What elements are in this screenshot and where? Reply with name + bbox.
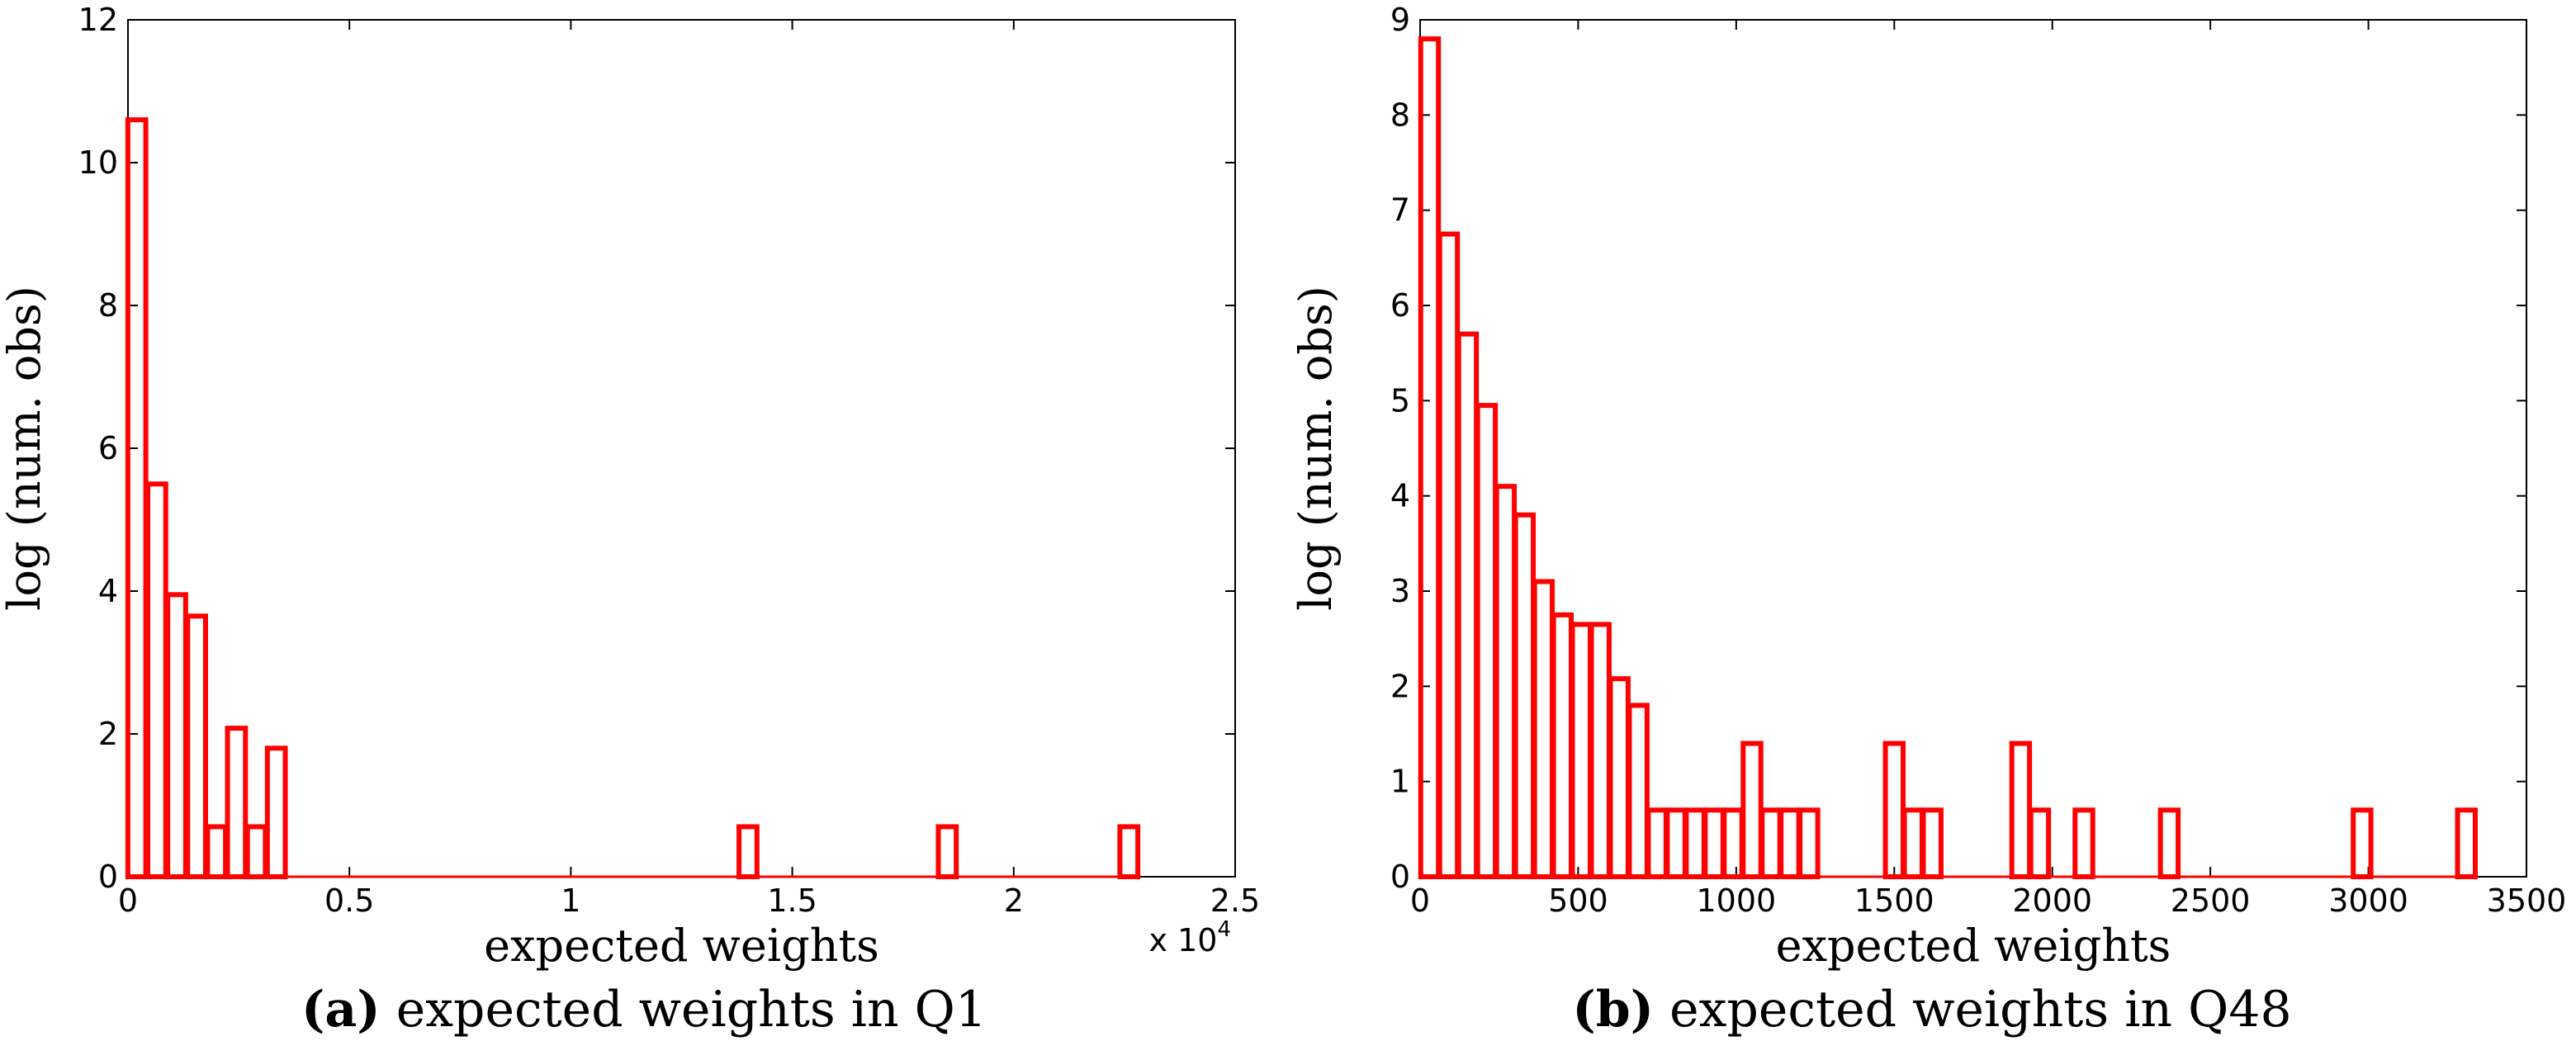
- histogram-bar: [205, 824, 229, 880]
- x-tick-label: 2500: [2171, 883, 2251, 919]
- x-tick-label: 1.5: [767, 883, 817, 919]
- caption-a-label: (a): [301, 981, 381, 1039]
- x-tick-label: 3500: [2487, 883, 2567, 919]
- x-tick-label: 1500: [1854, 883, 1934, 919]
- histogram-bar: [2157, 807, 2181, 879]
- y-tick-label: 0: [1390, 859, 1410, 895]
- x-tick-label: 2: [1004, 883, 1024, 919]
- y-tick-label: 2: [1390, 668, 1410, 704]
- caption-b: (b) expected weights in Q48: [1288, 981, 2576, 1039]
- histogram-bar: [1920, 807, 1944, 879]
- histogram-bar: [1797, 807, 1821, 879]
- histogram-bar: [225, 726, 249, 880]
- histogram-bar: [244, 824, 268, 880]
- y-tick-label: 1: [1390, 764, 1410, 800]
- plot-frame: [1419, 19, 2527, 878]
- y-tick-label: 12: [78, 2, 118, 38]
- y-tick-label: 5: [1390, 382, 1410, 419]
- x-axis-label: expected weights: [1776, 920, 2171, 972]
- histogram-bar: [2072, 807, 2095, 879]
- histogram-bar: [185, 613, 209, 880]
- histogram-bar: [736, 824, 760, 880]
- histogram-bar: [1437, 231, 1461, 879]
- x-tick-label: 2.5: [1210, 883, 1260, 919]
- histogram-bar: [1117, 824, 1141, 880]
- y-tick-label: 7: [1390, 192, 1410, 229]
- y-tick-label: 6: [98, 430, 118, 466]
- histogram-bar: [1494, 484, 1518, 880]
- histogram-bar: [1664, 807, 1688, 879]
- histogram-bar: [1646, 807, 1669, 879]
- histogram-bar: [2028, 807, 2052, 879]
- histogram-bar: [1683, 807, 1707, 879]
- histogram-bar: [1513, 512, 1537, 879]
- x-tick-label: 1000: [1696, 883, 1776, 919]
- histogram-bar: [145, 481, 168, 879]
- histogram-bar: [1882, 741, 1906, 879]
- panel-b: 0 500 1000 1500 2000 2500 3000 3500 0 1 2 3 4 5 6 7 8 9 ex…: [1288, 0, 2576, 1060]
- histogram-bar: [1721, 807, 1745, 879]
- histogram-bar: [1551, 612, 1574, 879]
- x-tick-label: 0: [1410, 883, 1430, 919]
- x-exponent-label: x 104: [1149, 917, 1231, 958]
- x-tick-label: 1: [561, 883, 580, 919]
- histogram-bar: [1608, 676, 1631, 880]
- histogram-bar: [1589, 622, 1612, 879]
- x-exponent-power: 4: [1217, 917, 1231, 942]
- y-tick-label: 8: [98, 287, 118, 324]
- y-tick-label: 6: [1390, 287, 1410, 324]
- histogram-bar: [1740, 741, 1764, 879]
- histogram-bar: [2351, 807, 2374, 879]
- histogram-bar: [1627, 703, 1650, 880]
- histogram-bar: [1702, 807, 1726, 879]
- x-tick-label: 500: [1548, 883, 1608, 919]
- histogram-bar: [165, 592, 188, 879]
- y-tick-label: 9: [1390, 2, 1410, 38]
- histogram-bar: [935, 824, 959, 880]
- y-tick-label: 4: [1390, 478, 1410, 514]
- histogram-bar: [2009, 741, 2033, 879]
- histogram-bar: [2455, 807, 2478, 879]
- y-tick-label: 0: [98, 859, 118, 895]
- caption-b-label: (b): [1572, 981, 1655, 1039]
- caption-b-text: expected weights in Q48: [1669, 981, 2292, 1039]
- caption-a-text: expected weights in Q1: [395, 981, 987, 1039]
- panel-a: 0 0.5 1 1.5 2 2.5 0 2 4 6 8 10 12 expected weights log…: [0, 2, 1288, 1039]
- histogram-bar: [1475, 403, 1499, 880]
- histogram-bar: [125, 117, 149, 880]
- histogram-q48: 0 500 1000 1500 2000 2500 3000 3500 0 1 2 3 4 5 6 7 8 9 ex…: [1290, 2, 2567, 972]
- y-tick-label: 10: [78, 144, 118, 181]
- histogram-bar: [264, 745, 288, 879]
- y-tick-label: 8: [1390, 97, 1410, 133]
- x-tick-label: 0: [118, 883, 138, 919]
- histogram-bar: [1778, 807, 1802, 879]
- y-tick-label: 3: [1390, 573, 1410, 609]
- histogram-bar: [1759, 807, 1783, 879]
- histogram-q1: 0 0.5 1 1.5 2 2.5 0 2 4 6 8 10 12 expected weights log…: [0, 2, 1260, 972]
- histogram-bar: [1570, 622, 1593, 879]
- histogram-bar: [1418, 36, 1442, 880]
- caption-a: (a) expected weights in Q1: [0, 981, 1288, 1039]
- plot-frame: [127, 19, 1236, 878]
- histogram-bar: [1456, 331, 1480, 880]
- y-tick-label: 4: [98, 573, 118, 609]
- x-tick-label: 2000: [2012, 883, 2092, 919]
- x-tick-label: 3000: [2328, 883, 2408, 919]
- x-exponent-base: x 10: [1149, 922, 1218, 958]
- y-axis-label: log (num. obs): [1290, 286, 1342, 611]
- y-tick-label: 2: [98, 716, 118, 752]
- histogram-bar: [1532, 579, 1556, 879]
- y-axis-label: log (num. obs): [0, 286, 50, 611]
- x-axis-label: expected weights: [484, 920, 879, 972]
- histogram-bar: [1901, 807, 1925, 879]
- x-tick-label: 0.5: [324, 883, 374, 919]
